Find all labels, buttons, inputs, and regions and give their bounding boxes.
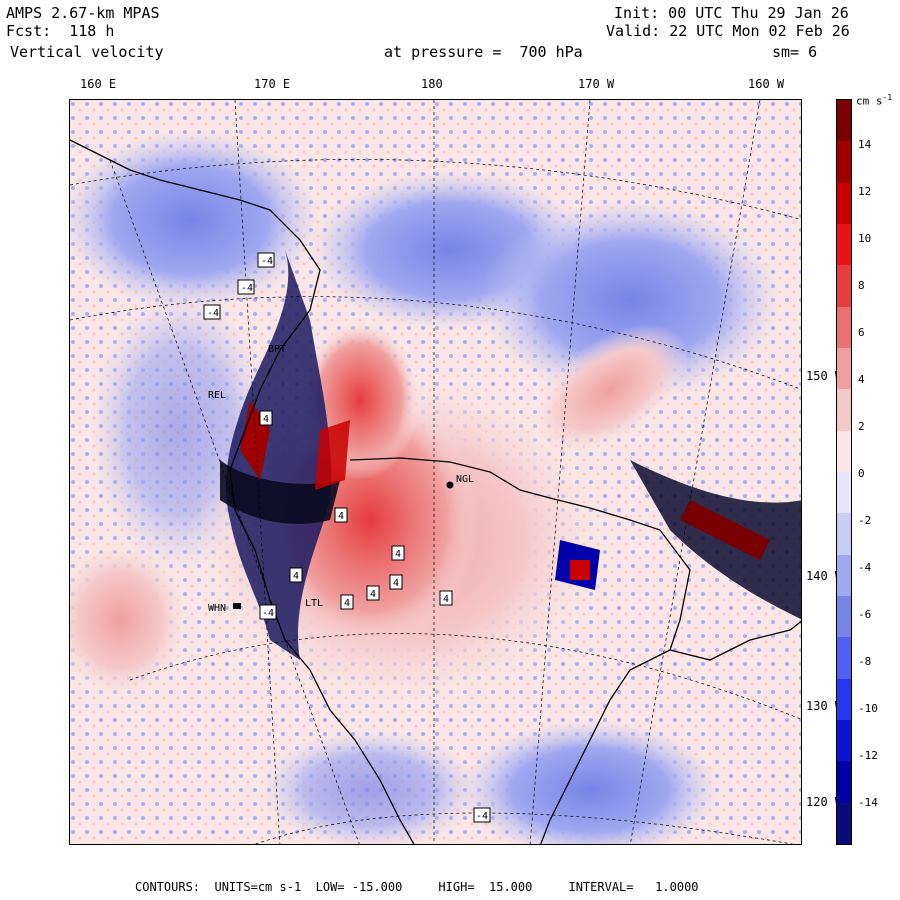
- colorbar-step: [837, 141, 851, 184]
- field-name: Vertical velocity: [10, 43, 164, 61]
- colorbar-step: [837, 389, 851, 432]
- contour-label: 4: [263, 414, 269, 425]
- colorbar-tick-label: -10: [858, 702, 878, 715]
- contour-label: 4: [338, 511, 344, 522]
- colorbar-unit-exponent: -1: [882, 93, 893, 102]
- colorbar-tick-label: 0: [858, 467, 865, 480]
- colorbar-step: [837, 761, 851, 804]
- ascent-strip-central: [315, 420, 350, 490]
- colorbar-step: [837, 513, 851, 556]
- colorbar-step: [837, 678, 851, 721]
- station-ltl: LTL: [305, 598, 323, 609]
- vertical-velocity-map: NGL WHN BPT REL LTL -4 -4 -4 4 4 4 4 4 4: [69, 99, 802, 845]
- colorbar-tick-label: 8: [858, 279, 865, 292]
- east-wave-red-cell: [570, 560, 590, 580]
- contour-info: CONTOURS: UNITS=cm s-1 LOW= -15.000 HIGH…: [135, 880, 699, 894]
- lon-tick-170w: 170 W: [578, 77, 615, 91]
- station-bpt: BPT: [268, 344, 286, 355]
- colorbar-step: [837, 306, 851, 349]
- map-canvas: NGL WHN BPT REL LTL -4 -4 -4 4 4 4 4 4 4: [70, 100, 801, 844]
- init-time: Init: 00 UTC Thu 29 Jan 26: [614, 4, 849, 22]
- mountain-wave-band: [225, 250, 331, 660]
- colorbar-step: [837, 802, 851, 845]
- lat-lon-grid: [70, 100, 801, 844]
- descent-area-south: [460, 720, 720, 844]
- contour-label: 4: [393, 578, 399, 589]
- contour-label: -4: [207, 308, 219, 319]
- ascent-area-west-coast: [70, 540, 190, 700]
- colorbar-tick-label: -12: [858, 749, 878, 762]
- colorbar-tick-label: 2: [858, 420, 865, 433]
- east-wave-band: [630, 460, 801, 620]
- lat-tick-150w: 150 W: [806, 369, 843, 383]
- colorbar-step: [837, 265, 851, 308]
- contour-label: 4: [443, 594, 449, 605]
- lat-tick-140w: 140 W: [806, 569, 843, 583]
- colorbar-tick-label: 4: [858, 373, 865, 386]
- colorbar-tick-label: -4: [858, 561, 872, 574]
- station-whn: WHN: [208, 603, 226, 614]
- colorbar-step: [837, 182, 851, 225]
- mountain-wave-core: [220, 460, 340, 524]
- contour-label: 4: [344, 598, 350, 609]
- colorbar-tick-label: 12: [858, 185, 872, 198]
- contour-label: 4: [293, 571, 299, 582]
- coastline: [70, 139, 801, 844]
- colorbar-tick-label: 10: [858, 232, 872, 245]
- contour-label: -4: [261, 256, 273, 267]
- colorbar-step: [837, 472, 851, 514]
- lon-tick-170e: 170 E: [254, 77, 291, 91]
- model-title: AMPS 2.67-km MPAS: [6, 4, 160, 22]
- contour-labels: -4 -4 -4 4 4 4 4 4 4 4 4 -4 -4: [203, 252, 491, 823]
- contour-label: -4: [262, 608, 274, 619]
- lon-tick-160e: 160 E: [80, 77, 117, 91]
- colorbar-tick-label: -8: [858, 655, 872, 668]
- valid-time: Valid: 22 UTC Mon 02 Feb 26: [606, 22, 850, 40]
- ascent-area-east: [530, 324, 690, 456]
- station-dot-ngl: [446, 481, 454, 489]
- forecast-hour: Fcst: 118 h: [6, 22, 115, 40]
- colorbar-tick-label: -14: [858, 796, 878, 809]
- colorbar-tick-label: -6: [858, 608, 872, 621]
- station-ngl: NGL: [456, 474, 474, 485]
- colorbar-step: [837, 637, 851, 680]
- smoothing: sm= 6: [772, 43, 818, 61]
- colorbar-step: [837, 224, 851, 266]
- station-dot-whn: [233, 603, 241, 609]
- colorbar-step: [837, 348, 851, 390]
- colorbar-step: [837, 596, 851, 638]
- descent-area-nw: [70, 130, 320, 310]
- contour-label: 4: [395, 549, 401, 560]
- colorbar-tick-label: 14: [858, 138, 872, 151]
- colorbar-tick-label: 6: [858, 326, 865, 339]
- colorbar-step: [837, 100, 851, 142]
- colorbar-unit-text: cm s: [856, 94, 883, 108]
- lat-tick-130w: 130 W: [806, 699, 843, 713]
- contour-label: 4: [370, 589, 376, 600]
- lon-tick-160w: 160 W: [748, 77, 785, 91]
- lon-tick-180: 180: [421, 77, 443, 91]
- colorbar-step: [837, 720, 851, 762]
- descent-area-ne: [480, 200, 780, 400]
- contour-label: -4: [241, 283, 253, 294]
- lat-tick-120w: 120 W: [806, 795, 843, 809]
- colorbar-step: [837, 554, 851, 597]
- colorbar-unit: cm s-1: [856, 93, 892, 108]
- station-rel: REL: [208, 390, 226, 401]
- colorbar-tick-label: -2: [858, 514, 872, 527]
- descent-area-sw: [260, 730, 480, 844]
- colorbar: [836, 99, 852, 845]
- contour-label: -4: [476, 811, 488, 822]
- pressure-level: at pressure = 700 hPa: [384, 43, 583, 61]
- colorbar-step: [837, 430, 851, 473]
- east-wave-red-strip: [680, 500, 770, 560]
